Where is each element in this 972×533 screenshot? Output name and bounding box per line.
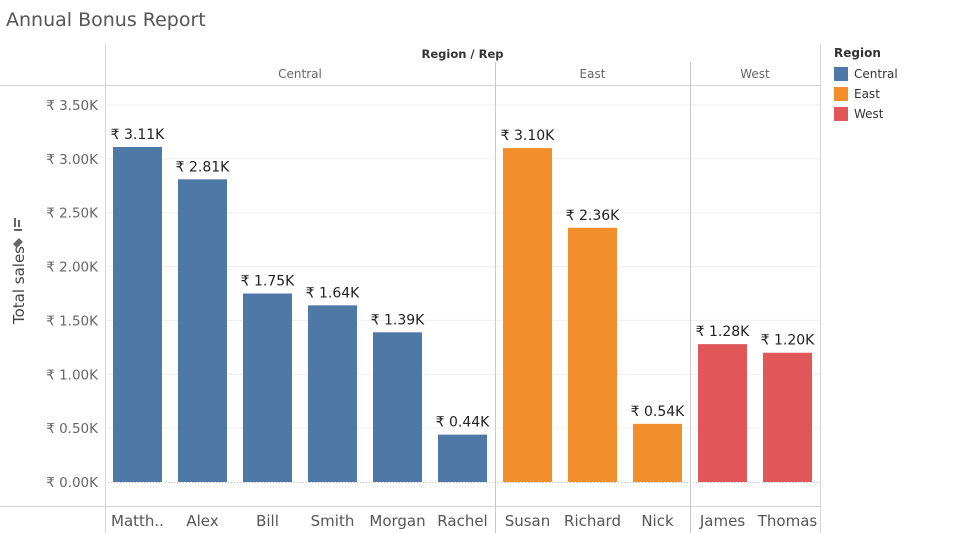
data-label: ₹ 1.20K: [761, 333, 816, 349]
bar: [113, 147, 162, 482]
data-label: ₹ 1.64K: [306, 285, 361, 301]
x-tick-label: Smith: [311, 512, 355, 530]
bar: [568, 227, 617, 482]
bar: [438, 434, 487, 482]
legend-item[interactable]: Central: [834, 64, 898, 84]
x-tick-label: Matth..: [111, 512, 164, 530]
data-label: ₹ 0.54K: [631, 404, 686, 420]
data-label: ₹ 1.28K: [696, 324, 751, 340]
sort-icon-bar: [18, 220, 20, 227]
data-label: ₹ 3.11K: [111, 127, 166, 143]
y-tick-label: ₹ 0.00K: [46, 475, 99, 491]
bar: [373, 332, 422, 482]
data-label: ₹ 1.39K: [371, 312, 426, 328]
legend-item[interactable]: West: [834, 104, 898, 124]
legend-swatch: [834, 107, 848, 121]
x-tick-label: Richard: [564, 512, 621, 530]
bar: [503, 148, 552, 483]
group-label: West: [740, 67, 770, 81]
x-tick-label: Bill: [256, 512, 279, 530]
y-tick-label: ₹ 2.50K: [46, 206, 99, 222]
y-tick-label: ₹ 3.00K: [46, 152, 99, 168]
y-tick-label: ₹ 0.50K: [46, 421, 99, 437]
x-tick-label: Thomas: [757, 512, 818, 530]
x-tick-label: Alex: [186, 512, 218, 530]
legend-label: West: [854, 107, 884, 121]
x-tick-label: James: [699, 512, 745, 530]
data-label: ₹ 2.36K: [566, 208, 621, 224]
x-tick-label: Rachel: [437, 512, 487, 530]
bar: [698, 344, 747, 482]
y-tick-label: ₹ 1.00K: [46, 367, 99, 383]
legend-item[interactable]: East: [834, 84, 898, 104]
bar: [178, 179, 227, 482]
group-label: East: [580, 67, 606, 81]
header-title: Region / Rep: [421, 47, 503, 61]
y-tick-label: ₹ 2.00K: [46, 260, 99, 276]
bar: [308, 305, 357, 482]
chart-title: Annual Bonus Report: [6, 9, 206, 31]
pin-icon: [13, 238, 23, 248]
bar: [243, 293, 292, 482]
x-tick-label: Susan: [505, 512, 551, 530]
sort-icon: [14, 218, 16, 227]
legend-label: East: [854, 87, 880, 101]
bar: [633, 423, 682, 482]
legend-label: Central: [854, 67, 898, 81]
sort-icon-base: [14, 229, 22, 231]
y-axis-title: Total sales: [10, 246, 28, 325]
y-tick-label: ₹ 1.50K: [46, 313, 99, 329]
group-label: Central: [278, 67, 322, 81]
y-tick-label: ₹ 3.50K: [46, 98, 99, 114]
bar: [763, 352, 812, 482]
legend-swatch: [834, 87, 848, 101]
legend-title: Region: [834, 46, 881, 60]
data-label: ₹ 1.75K: [241, 274, 296, 290]
legend: Region Central East West: [834, 46, 898, 124]
legend-swatch: [834, 67, 848, 81]
data-label: ₹ 3.10K: [501, 128, 556, 144]
data-label: ₹ 0.44K: [436, 415, 491, 431]
data-label: ₹ 2.81K: [176, 159, 231, 175]
x-tick-label: Morgan: [369, 512, 425, 530]
x-tick-label: Nick: [641, 512, 674, 530]
